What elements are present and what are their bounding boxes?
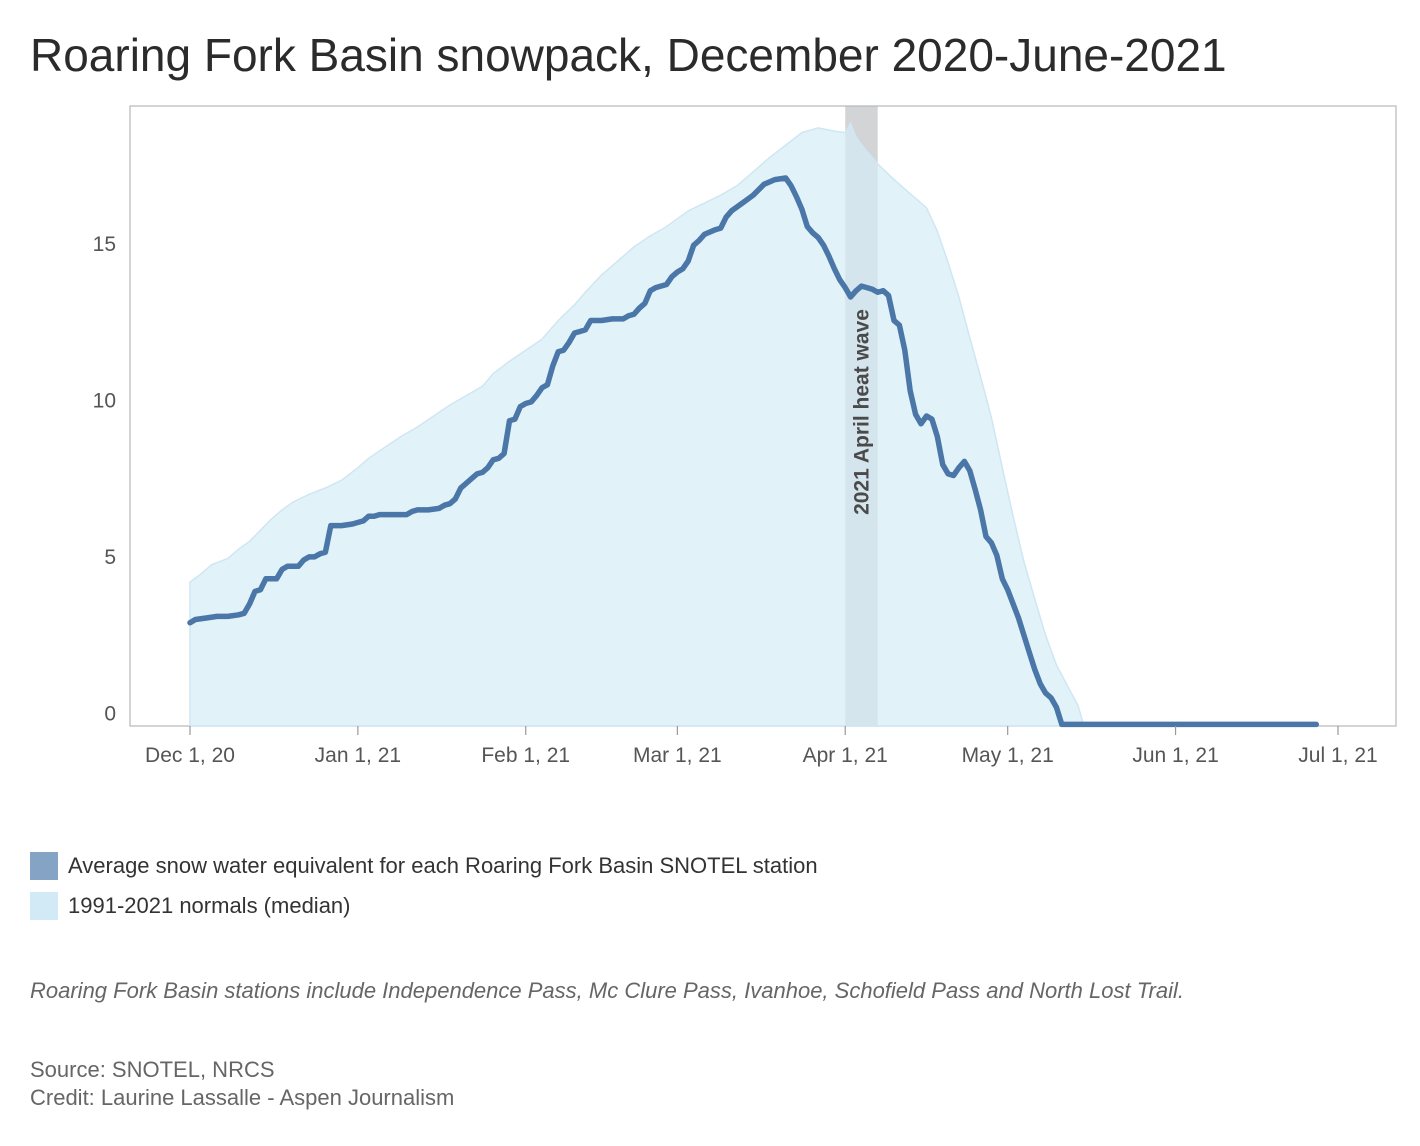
y-tick-label: 5 xyxy=(104,546,116,569)
x-tick-label: Apr 1, 21 xyxy=(803,744,888,767)
x-tick-label: Mar 1, 21 xyxy=(633,744,722,767)
normals-area xyxy=(189,121,1318,727)
y-tick-label: 10 xyxy=(93,389,116,412)
source-line: Source: SNOTEL, NRCS xyxy=(30,1057,275,1082)
x-tick-label: Dec 1, 20 xyxy=(145,744,235,767)
legend-item-swe: Average snow water equivalent for each R… xyxy=(30,852,818,880)
legend-label-swe: Average snow water equivalent for each R… xyxy=(68,853,818,878)
x-tick-label: Feb 1, 21 xyxy=(481,744,570,767)
heat-wave-label: 2021 April heat wave xyxy=(850,309,873,515)
snowpack-chart: 2021 April heat wave 0 5 10 15 Dec 1, 20 Jan… xyxy=(93,105,1397,767)
chart-title: Roaring Fork Basin snowpack, December 20… xyxy=(30,29,1227,81)
legend-swatch-swe xyxy=(30,852,58,880)
y-axis: 0 5 10 15 xyxy=(93,233,116,726)
swe-line xyxy=(187,175,1320,728)
heat-wave-label-layer: 2021 April heat wave xyxy=(850,309,873,515)
normals-area-layer xyxy=(189,121,1318,727)
legend: Average snow water equivalent for each R… xyxy=(30,852,818,932)
swe-line-layer xyxy=(187,175,1320,728)
x-tick-label: May 1, 21 xyxy=(962,744,1054,767)
x-axis: Dec 1, 20 Jan 1, 21 Feb 1, 21 Mar 1, 21 Apr … xyxy=(145,726,1378,767)
legend-label-normals: 1991-2021 normals (median) xyxy=(68,893,351,918)
legend-item-normals: 1991-2021 normals (median) xyxy=(30,892,818,920)
y-tick-label: 15 xyxy=(93,233,116,256)
x-tick-label: Jan 1, 21 xyxy=(315,744,401,767)
legend-swatch-normals xyxy=(30,892,58,920)
source-block: Source: SNOTEL, NRCS Credit: Laurine Las… xyxy=(30,1056,454,1112)
y-tick-label: 0 xyxy=(104,702,116,725)
x-tick-label: Jun 1, 21 xyxy=(1132,744,1218,767)
stations-note: Roaring Fork Basin stations include Inde… xyxy=(30,978,1184,1003)
x-tick-label: Jul 1, 21 xyxy=(1298,744,1377,767)
credit-line: Credit: Laurine Lassalle - Aspen Journal… xyxy=(30,1085,455,1110)
